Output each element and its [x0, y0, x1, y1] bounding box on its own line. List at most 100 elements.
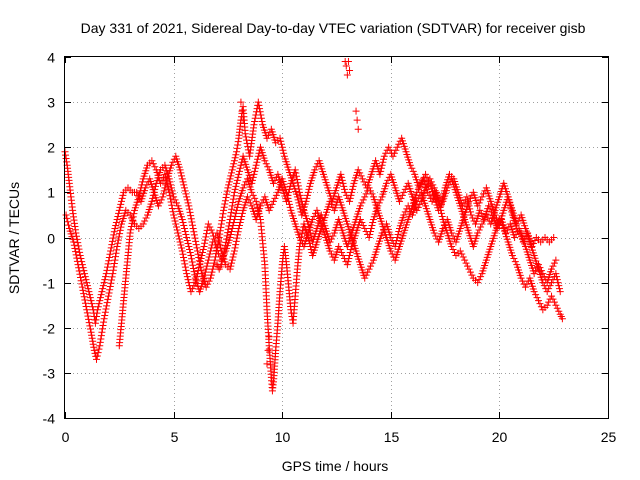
data-point — [248, 179, 256, 187]
data-point — [115, 209, 123, 217]
data-point — [523, 280, 531, 288]
data-point — [117, 197, 125, 205]
data-point — [343, 71, 351, 79]
data-point — [187, 288, 195, 296]
data-point — [95, 345, 103, 353]
data-point — [92, 355, 100, 363]
data-point — [239, 116, 247, 124]
y-tick-label: 1 — [47, 185, 55, 201]
data-point — [397, 194, 405, 202]
plot-frame — [64, 56, 609, 419]
data-point — [367, 262, 375, 270]
data-point — [482, 211, 490, 219]
data-point — [96, 338, 104, 346]
data-point — [424, 176, 432, 184]
data-point — [278, 143, 286, 151]
data-point — [108, 241, 116, 249]
data-point — [183, 237, 191, 245]
data-point — [223, 190, 231, 198]
data-point — [339, 179, 347, 187]
data-point — [221, 242, 229, 250]
data-point — [159, 190, 167, 198]
data-point — [222, 238, 230, 246]
data-point — [149, 194, 157, 202]
data-point — [70, 241, 78, 249]
data-point — [148, 157, 156, 165]
data-point — [413, 188, 421, 196]
data-point — [212, 244, 220, 252]
data-point — [388, 250, 396, 258]
data-point — [238, 212, 246, 220]
data-point — [256, 108, 264, 116]
data-point — [306, 240, 314, 248]
data-point — [401, 185, 409, 193]
data-point — [157, 179, 165, 187]
data-point — [299, 226, 307, 234]
data-point — [101, 312, 109, 320]
data-point — [474, 202, 482, 210]
data-point — [230, 250, 238, 258]
data-point — [475, 199, 483, 207]
data-point — [178, 175, 186, 183]
data-point — [233, 179, 241, 187]
data-point — [75, 264, 83, 272]
data-point — [218, 213, 226, 221]
data-point — [251, 114, 259, 122]
data-point — [127, 226, 135, 234]
data-point — [239, 184, 247, 192]
data-point — [521, 283, 529, 291]
data-point — [271, 176, 279, 184]
data-point — [427, 178, 435, 186]
data-point — [550, 234, 558, 241]
data-point — [168, 201, 176, 209]
data-point — [253, 158, 261, 166]
data-point — [485, 202, 493, 210]
data-point — [235, 224, 243, 232]
data-point — [204, 280, 212, 288]
data-point — [81, 273, 89, 281]
data-point — [458, 250, 466, 258]
data-point — [534, 261, 542, 269]
data-point — [102, 305, 110, 313]
data-point — [117, 223, 125, 231]
data-point — [222, 194, 230, 202]
data-point — [393, 143, 401, 151]
data-point — [98, 325, 106, 333]
data-point — [338, 249, 346, 257]
data-point — [188, 255, 196, 263]
data-point — [183, 270, 191, 278]
data-point — [208, 268, 216, 276]
data-point — [210, 235, 218, 243]
data-point — [192, 276, 200, 284]
data-points — [61, 58, 566, 395]
data-point — [201, 271, 209, 279]
data-point — [221, 200, 229, 208]
data-point — [219, 255, 227, 263]
data-point — [346, 249, 354, 257]
data-point — [112, 218, 120, 226]
data-point — [367, 227, 375, 235]
data-point — [108, 273, 116, 281]
data-point — [180, 181, 188, 189]
data-point — [105, 289, 113, 297]
data-point — [87, 328, 95, 336]
data-point — [203, 262, 211, 270]
data-point — [117, 200, 125, 208]
data-point — [543, 288, 551, 296]
data-point — [233, 234, 241, 242]
data-point — [555, 285, 563, 293]
data-point — [346, 197, 354, 205]
data-point — [89, 340, 97, 348]
data-point — [304, 220, 312, 228]
data-point — [505, 196, 513, 204]
data-point — [268, 200, 276, 208]
data-point — [223, 187, 231, 195]
data-point — [193, 244, 201, 252]
data-point — [84, 312, 92, 320]
data-point — [261, 157, 269, 165]
data-point — [414, 185, 422, 193]
data-point — [170, 211, 178, 219]
data-point — [114, 212, 122, 220]
data-point — [97, 291, 105, 299]
